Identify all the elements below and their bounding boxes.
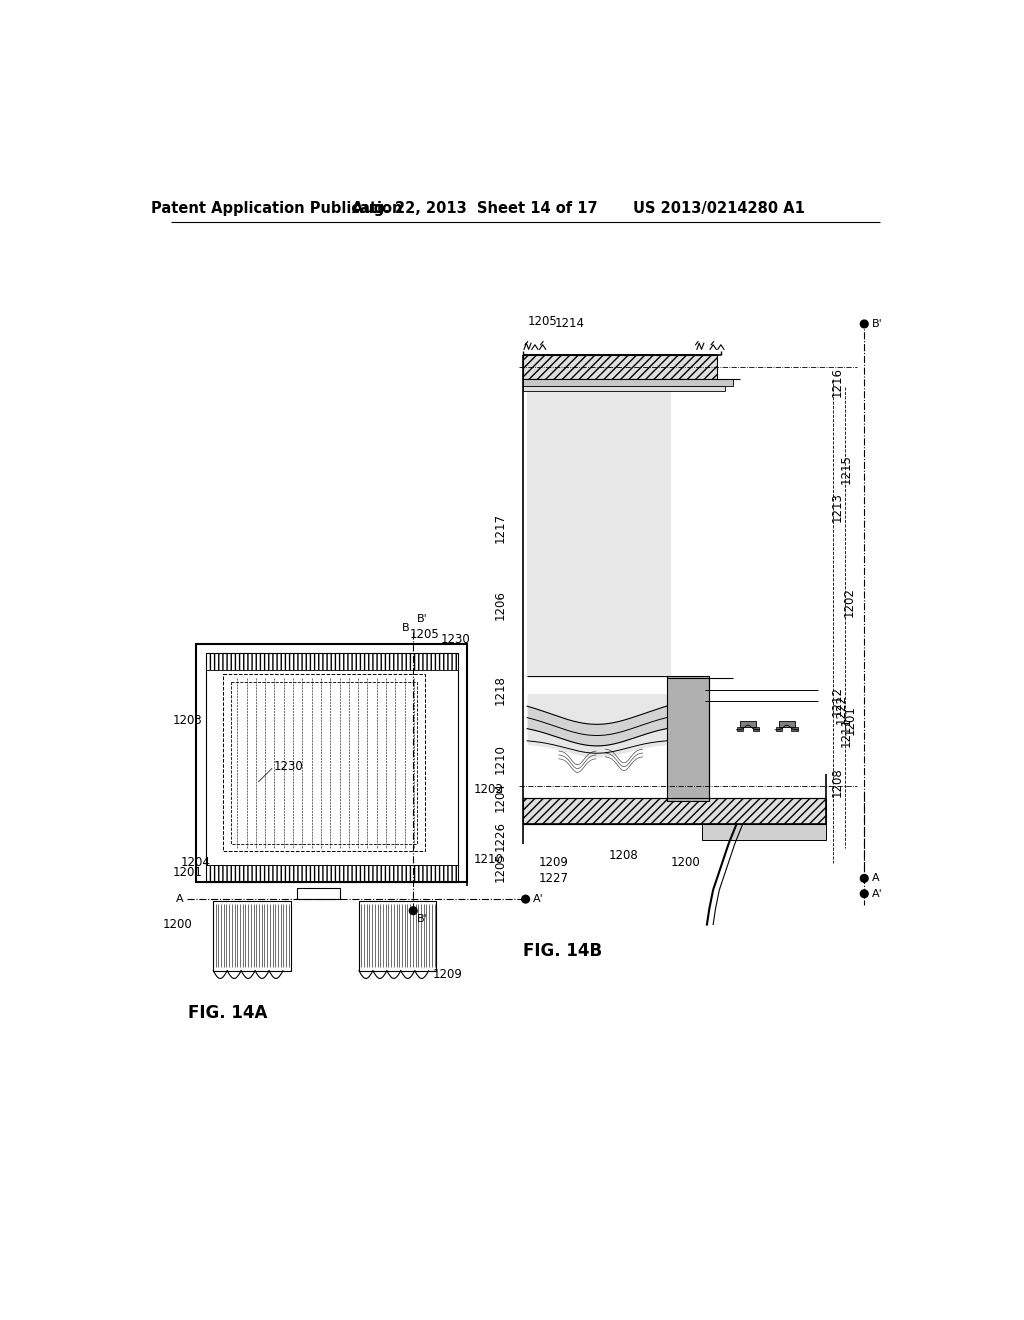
- Bar: [527, 388, 671, 678]
- Bar: [297, 888, 340, 899]
- Text: 1217: 1217: [494, 513, 507, 543]
- Bar: [667, 676, 710, 801]
- Text: B': B': [417, 915, 428, 924]
- Text: A: A: [872, 874, 880, 883]
- Text: 1230: 1230: [440, 634, 470, 647]
- Bar: [231, 682, 417, 843]
- Text: 1215: 1215: [840, 454, 853, 483]
- Bar: [776, 726, 782, 731]
- Circle shape: [860, 321, 868, 327]
- Text: Aug. 22, 2013  Sheet 14 of 17: Aug. 22, 2013 Sheet 14 of 17: [352, 201, 598, 216]
- Text: 1210: 1210: [494, 744, 507, 774]
- Text: 1201: 1201: [172, 866, 203, 879]
- Text: 1208: 1208: [830, 767, 844, 797]
- Text: 1205: 1205: [527, 315, 557, 329]
- Text: 1204: 1204: [494, 783, 507, 812]
- Bar: [223, 675, 425, 851]
- Bar: [523, 797, 825, 825]
- Text: FIG. 14A: FIG. 14A: [188, 1005, 268, 1022]
- Text: 1205: 1205: [410, 628, 439, 640]
- Text: 1203: 1203: [173, 714, 203, 727]
- Text: 1210: 1210: [474, 853, 504, 866]
- Text: 1222: 1222: [835, 694, 848, 723]
- Text: 1213: 1213: [830, 492, 844, 523]
- Text: 1200: 1200: [671, 857, 700, 870]
- Bar: [206, 866, 458, 882]
- Bar: [206, 653, 458, 882]
- Text: A': A': [534, 894, 544, 904]
- Bar: [753, 726, 759, 731]
- Bar: [740, 721, 756, 726]
- Text: B': B': [872, 319, 883, 329]
- Bar: [701, 825, 825, 840]
- Text: 1202: 1202: [474, 783, 504, 796]
- Text: A: A: [176, 894, 183, 904]
- Text: 1227: 1227: [539, 871, 568, 884]
- Bar: [206, 653, 458, 669]
- Text: 1218: 1218: [494, 675, 507, 705]
- Text: 1206: 1206: [494, 590, 507, 620]
- Text: 1212: 1212: [830, 686, 844, 717]
- Circle shape: [860, 890, 868, 898]
- Bar: [523, 385, 725, 391]
- Bar: [792, 726, 798, 731]
- Text: 1202: 1202: [843, 587, 855, 616]
- Text: 1211: 1211: [840, 717, 853, 747]
- Text: 1204: 1204: [180, 857, 210, 870]
- Circle shape: [860, 874, 868, 882]
- Text: B': B': [417, 614, 428, 624]
- Circle shape: [410, 907, 417, 915]
- Text: US 2013/0214280 A1: US 2013/0214280 A1: [633, 201, 805, 216]
- Text: 1201: 1201: [844, 706, 857, 735]
- Text: 1226: 1226: [494, 821, 507, 851]
- Bar: [359, 902, 436, 970]
- Bar: [737, 726, 743, 731]
- Text: FIG. 14B: FIG. 14B: [523, 942, 602, 961]
- Bar: [523, 379, 732, 385]
- Text: 1209: 1209: [539, 857, 568, 870]
- Text: 1230: 1230: [273, 760, 303, 774]
- Bar: [523, 355, 717, 379]
- Text: 1216: 1216: [830, 367, 844, 397]
- Text: 1200: 1200: [163, 917, 193, 931]
- Bar: [213, 902, 291, 970]
- Text: 1205: 1205: [494, 851, 507, 882]
- Circle shape: [521, 895, 529, 903]
- Bar: [779, 721, 795, 726]
- Bar: [197, 644, 467, 882]
- Text: Patent Application Publication: Patent Application Publication: [152, 201, 402, 216]
- Text: 1208: 1208: [608, 849, 638, 862]
- Text: B: B: [401, 623, 410, 634]
- Text: 1214: 1214: [555, 317, 585, 330]
- Text: A': A': [872, 888, 883, 899]
- Text: 1209: 1209: [432, 968, 463, 981]
